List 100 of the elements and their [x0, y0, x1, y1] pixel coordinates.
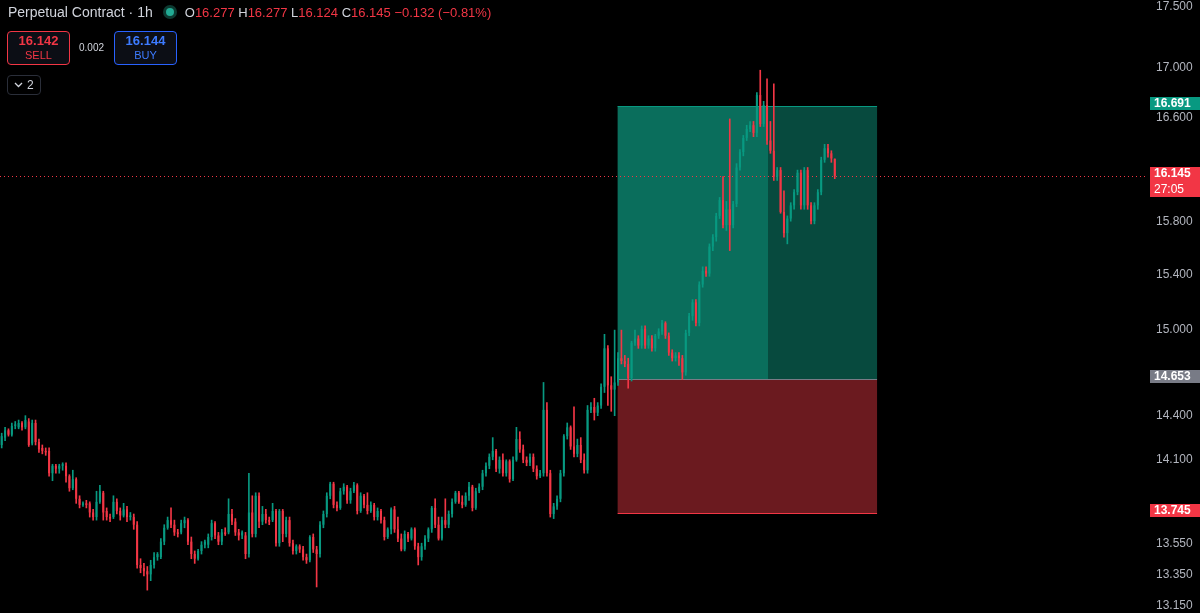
- candlestick: [593, 397, 596, 421]
- candlestick: [373, 503, 376, 521]
- candlestick: [576, 438, 579, 458]
- ref-line-label: 16.145: [1154, 165, 1192, 180]
- candlestick: [586, 405, 589, 474]
- candlestick: [691, 299, 694, 321]
- candlestick: [295, 544, 298, 555]
- candlestick: [24, 415, 27, 430]
- candlestick: [654, 333, 657, 352]
- candlestick: [613, 329, 616, 416]
- price-tag: 13.745: [1150, 504, 1200, 518]
- y-tick-label: 15.000: [1156, 322, 1194, 337]
- price-tag: 16.145 27:05: [1150, 166, 1200, 197]
- candlestick: [474, 487, 477, 510]
- candlestick: [813, 202, 816, 225]
- y-tick-label: 15.800: [1156, 213, 1194, 228]
- candlestick: [376, 507, 379, 521]
- candlestick: [674, 352, 677, 362]
- candlestick: [251, 495, 254, 538]
- candlestick: [759, 69, 762, 127]
- candlestick: [637, 335, 640, 349]
- candlestick: [88, 501, 91, 518]
- candlestick: [281, 509, 284, 542]
- candlestick: [278, 509, 281, 547]
- candlestick: [105, 507, 108, 521]
- candlestick: [27, 418, 30, 447]
- candlestick: [85, 499, 88, 509]
- candlestick: [698, 281, 701, 327]
- candlestick: [359, 492, 362, 513]
- chart-title: Perpetual Contract · 1h: [8, 4, 153, 20]
- annotation: SELL: [25, 48, 52, 62]
- candlestick: [312, 533, 315, 553]
- candlestick: [112, 495, 115, 519]
- candlestick: [139, 558, 142, 574]
- annotation: 0.002: [79, 42, 105, 53]
- price-tag: 16.691: [1150, 97, 1200, 111]
- candlestick: [78, 495, 81, 509]
- candlestick: [224, 527, 227, 536]
- candlestick: [254, 492, 257, 538]
- candlestick: [681, 355, 684, 380]
- candlestick: [491, 437, 494, 461]
- candlestick: [356, 483, 359, 515]
- y-tick-label: 16.600: [1156, 109, 1194, 124]
- y-tick-label: 13.150: [1156, 598, 1194, 613]
- annotation: 16.144: [125, 33, 166, 48]
- candlestick: [410, 527, 413, 541]
- candlestick: [640, 325, 643, 349]
- candlestick: [535, 465, 538, 480]
- candlestick: [498, 456, 501, 474]
- candlestick: [261, 506, 264, 526]
- candlestick: [403, 530, 406, 552]
- price-tag: 14.653: [1150, 370, 1200, 384]
- candlestick: [58, 463, 61, 474]
- candlestick: [207, 533, 210, 549]
- candlestick: [664, 321, 667, 339]
- candlestick: [227, 498, 230, 535]
- candlestick: [176, 528, 179, 538]
- candlestick: [437, 516, 440, 541]
- candlestick: [752, 121, 755, 138]
- y-tick-label: 13.550: [1156, 535, 1194, 550]
- toggle-button: 2: [7, 75, 41, 95]
- candlestick: [166, 516, 169, 530]
- candlestick: [708, 243, 711, 277]
- annotation: BUY: [134, 48, 157, 62]
- candlestick: [61, 462, 64, 471]
- candlestick: [7, 428, 10, 437]
- annotation: O16.277 H16.277 L16.124 C16.145 −0.132 (−0.81%): [184, 4, 492, 20]
- y-tick-label: 14.400: [1156, 407, 1194, 422]
- candlestick: [430, 506, 433, 533]
- candlestick: [705, 266, 708, 277]
- candlestick: [745, 124, 748, 141]
- candlestick: [274, 509, 278, 547]
- candlestick: [271, 503, 274, 522]
- candlestick: [244, 532, 247, 560]
- candlestick: [146, 566, 149, 591]
- candlestick: [461, 495, 464, 509]
- candlestick: [471, 484, 474, 512]
- candlestick: [75, 477, 78, 504]
- candlestick: [505, 459, 508, 477]
- candlestick: [332, 481, 335, 509]
- sell-button: 16.142 SELL: [7, 31, 70, 65]
- candlestick: [125, 506, 129, 522]
- candlestick: [315, 545, 318, 588]
- y-tick-label: 13.350: [1156, 566, 1194, 581]
- candlestick: [122, 503, 125, 518]
- candlestick: [366, 492, 369, 515]
- candlestick: [237, 528, 240, 541]
- candlestick: [803, 167, 806, 210]
- candlestick: [444, 498, 447, 529]
- y-tick-label: 17.000: [1156, 60, 1194, 75]
- candlestick: [183, 516, 186, 529]
- candlestick: [210, 519, 213, 541]
- candlestick: [102, 490, 105, 521]
- candlestick: [542, 382, 545, 477]
- candlestick: [725, 201, 728, 231]
- candlestick: [508, 459, 511, 483]
- buy-button: 16.144 BUY: [114, 31, 177, 65]
- candlestick: [532, 453, 535, 473]
- candlestick: [718, 197, 721, 219]
- candlestick: [786, 215, 789, 245]
